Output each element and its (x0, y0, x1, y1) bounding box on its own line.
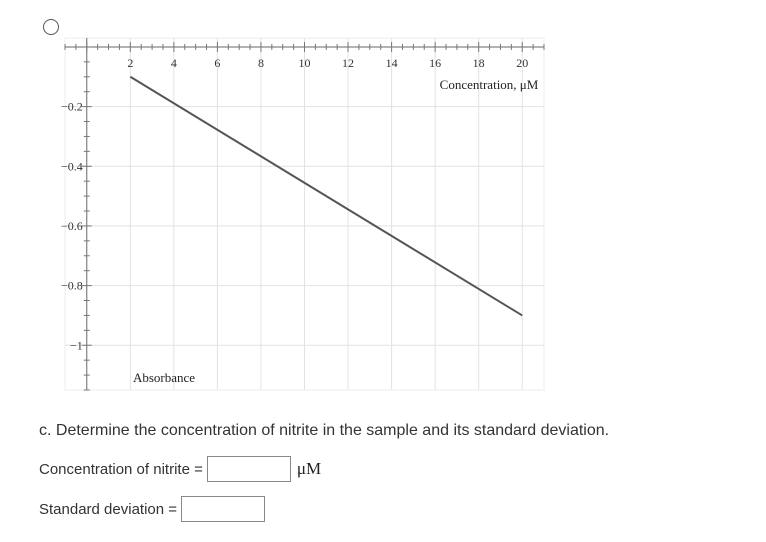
x-tick-label: 12 (342, 56, 354, 70)
x-tick-label: 8 (258, 56, 264, 70)
chart-tick-labels: 2 4 6 8 10 12 14 16 18 20 −0.2 −0.4 −0.6 −0.8 −1 (61, 56, 528, 352)
y-tick-label: −0.8 (61, 279, 83, 293)
y-tick-label: −0.6 (61, 219, 83, 233)
question-text: c. Determine the concentration of nitrit… (39, 422, 610, 439)
stdev-row: Standard deviation = (39, 496, 266, 522)
calibration-chart: 2 4 6 8 10 12 14 16 18 20 −0.2 −0.4 −0.6 −0.8 −1 Conce… (61, 37, 545, 391)
y-tick-label: −0.2 (61, 100, 83, 114)
x-tick-label: 6 (214, 56, 220, 70)
x-tick-label: 10 (299, 56, 311, 70)
chart-ticks (64, 41, 545, 391)
x-axis-label: Concentration, μM (440, 77, 539, 92)
stdev-label: Standard deviation = (39, 500, 178, 518)
x-tick-label: 2 (127, 56, 133, 70)
chart-series (129, 75, 523, 317)
calibration-line (129, 75, 523, 317)
concentration-input[interactable] (206, 456, 291, 482)
plot-frame (64, 37, 545, 391)
x-tick-label: 4 (171, 56, 177, 70)
x-tick-label: 16 (429, 56, 441, 70)
x-tick-label: 20 (516, 56, 528, 70)
concentration-row: Concentration of nitrite = μM (39, 456, 321, 482)
y-tick-label: −1 (70, 338, 83, 352)
x-tick-label: 18 (473, 56, 485, 70)
y-axis-label: Absorbance (133, 370, 195, 385)
stdev-input[interactable] (181, 496, 266, 522)
concentration-label: Concentration of nitrite = (39, 460, 203, 478)
x-tick-label: 14 (386, 56, 398, 70)
chart-grid (64, 37, 545, 391)
answer-option-radio[interactable] (43, 19, 59, 35)
concentration-unit: μM (296, 459, 322, 478)
y-tick-label: −0.4 (61, 159, 83, 173)
